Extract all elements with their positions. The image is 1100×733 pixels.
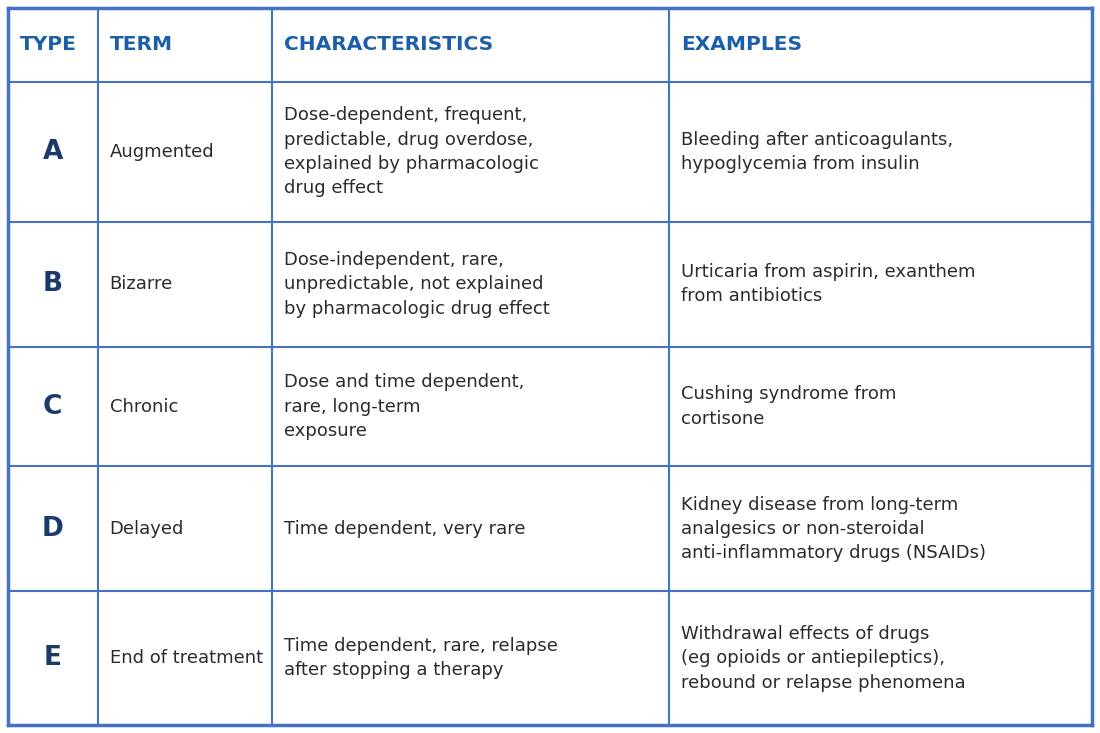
Text: Urticaria from aspirin, exanthem
from antibiotics: Urticaria from aspirin, exanthem from an… (681, 263, 976, 306)
Text: C: C (43, 394, 63, 419)
Text: Withdrawal effects of drugs
(eg opioids or antiepileptics),
rebound or relapse p: Withdrawal effects of drugs (eg opioids … (681, 625, 966, 691)
Bar (272, 592, 669, 725)
Text: B: B (43, 271, 63, 298)
Bar (8, 466, 98, 592)
Bar (8, 82, 98, 221)
Text: Augmented: Augmented (110, 143, 214, 161)
Text: TERM: TERM (110, 35, 173, 54)
Bar (272, 466, 669, 592)
Bar (8, 221, 98, 347)
Bar (98, 8, 272, 82)
Bar (669, 592, 1092, 725)
Bar (98, 466, 272, 592)
Text: Bizarre: Bizarre (110, 276, 173, 293)
Text: TYPE: TYPE (20, 35, 77, 54)
Bar (669, 221, 1092, 347)
Bar (272, 347, 669, 466)
Text: Time dependent, rare, relapse
after stopping a therapy: Time dependent, rare, relapse after stop… (284, 637, 558, 679)
Bar (98, 82, 272, 221)
Bar (669, 8, 1092, 82)
Text: Dose-independent, rare,
unpredictable, not explained
by pharmacologic drug effec: Dose-independent, rare, unpredictable, n… (284, 251, 549, 317)
Bar (669, 82, 1092, 221)
Text: Dose and time dependent,
rare, long-term
exposure: Dose and time dependent, rare, long-term… (284, 373, 524, 440)
Text: Bleeding after anticoagulants,
hypoglycemia from insulin: Bleeding after anticoagulants, hypoglyce… (681, 130, 954, 173)
Text: Kidney disease from long-term
analgesics or non-steroidal
anti-inflammatory drug: Kidney disease from long-term analgesics… (681, 496, 987, 562)
Text: D: D (42, 516, 64, 542)
Bar (98, 221, 272, 347)
Text: Cushing syndrome from
cortisone: Cushing syndrome from cortisone (681, 386, 896, 428)
Text: End of treatment: End of treatment (110, 649, 263, 667)
Bar (8, 8, 98, 82)
Bar (98, 592, 272, 725)
Text: Delayed: Delayed (110, 520, 184, 538)
Text: Dose-dependent, frequent,
predictable, drug overdose,
explained by pharmacologic: Dose-dependent, frequent, predictable, d… (284, 106, 538, 197)
Bar (272, 82, 669, 221)
Text: A: A (43, 139, 63, 165)
Bar (272, 8, 669, 82)
Text: Time dependent, very rare: Time dependent, very rare (284, 520, 525, 538)
Text: EXAMPLES: EXAMPLES (681, 35, 803, 54)
Bar (669, 347, 1092, 466)
Bar (98, 347, 272, 466)
Bar (8, 592, 98, 725)
Bar (272, 221, 669, 347)
Text: E: E (44, 645, 62, 671)
Text: Chronic: Chronic (110, 397, 178, 416)
Bar (8, 347, 98, 466)
Bar (669, 466, 1092, 592)
Text: CHARACTERISTICS: CHARACTERISTICS (284, 35, 493, 54)
